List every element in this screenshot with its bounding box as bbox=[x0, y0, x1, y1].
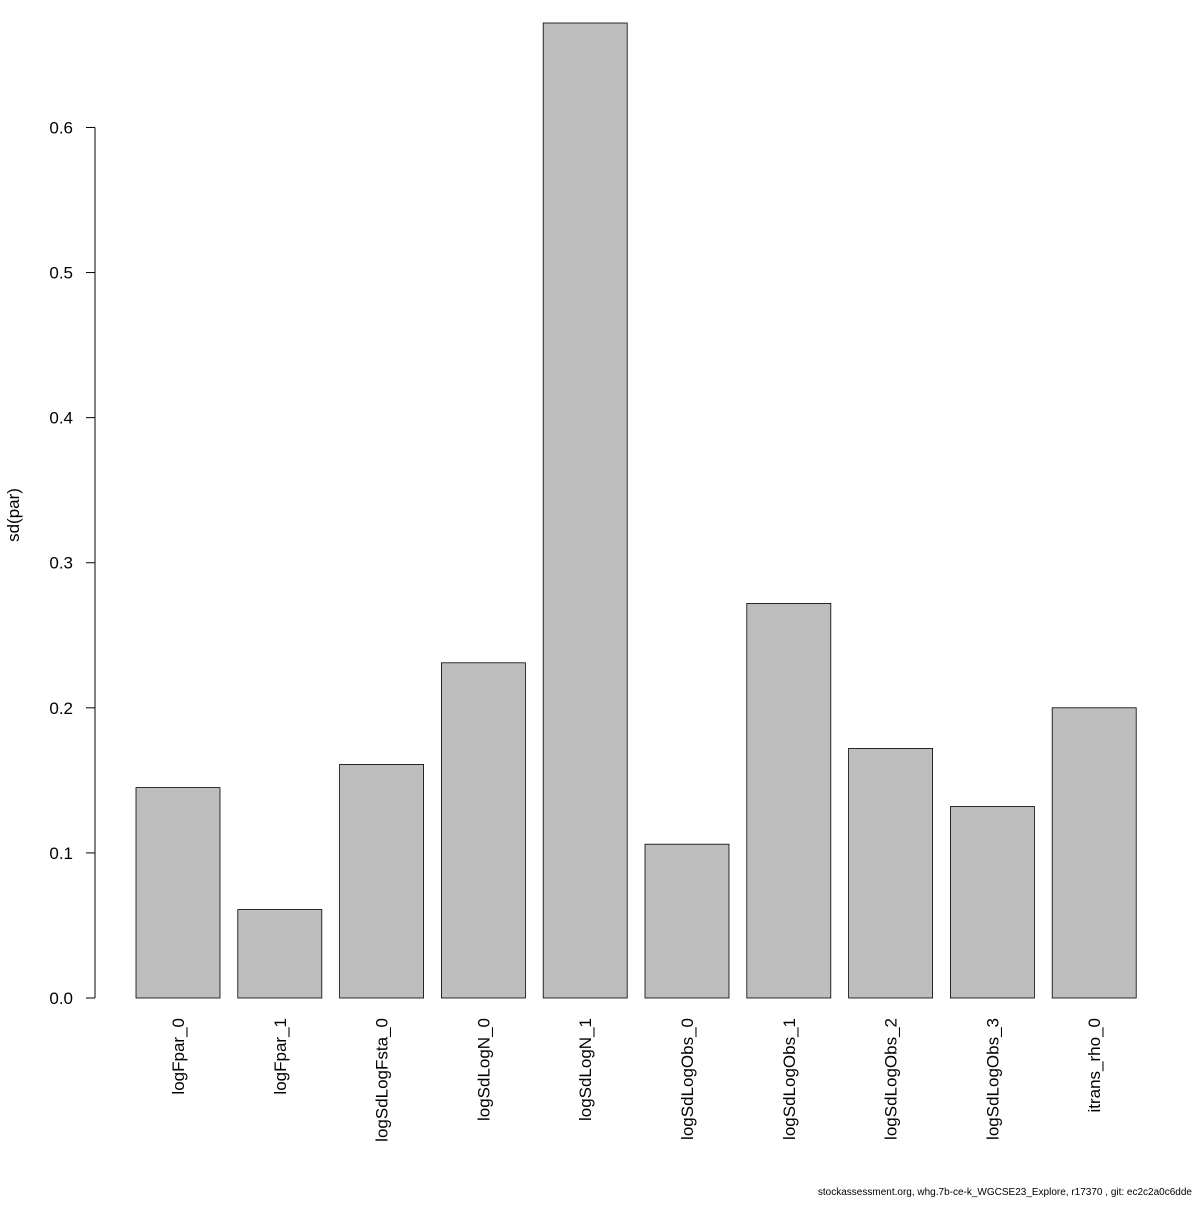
y-tick-label: 0.0 bbox=[49, 989, 73, 1008]
x-tick-label: logFpar_1 bbox=[271, 1018, 290, 1095]
x-tick-label: logFpar_0 bbox=[169, 1018, 188, 1095]
bar-logSdLogObs_3 bbox=[950, 806, 1035, 999]
y-axis-title: sd(par) bbox=[4, 488, 23, 542]
x-tick-labels: logFpar_0 logFpar_1 logSdLogFsta_0 logSdLog… bbox=[169, 1018, 1104, 1142]
y-tick-label: 0.2 bbox=[49, 699, 73, 718]
bar-logFpar_1 bbox=[237, 909, 323, 999]
bar-logSdLogFsta_0 bbox=[339, 764, 425, 999]
x-tick-label: logSdLogN_1 bbox=[576, 1018, 595, 1121]
bar-logSdLogN_0 bbox=[440, 662, 526, 999]
x-tick-label: logSdLogObs_1 bbox=[780, 1018, 799, 1140]
x-tick-label: logSdLogFsta_0 bbox=[373, 1018, 392, 1142]
bar-logSdLogObs_1 bbox=[746, 603, 832, 999]
bars-group bbox=[135, 22, 1137, 999]
bar-logFpar_0 bbox=[135, 787, 221, 999]
y-tick-label: 0.3 bbox=[49, 554, 73, 573]
bar-logSdLogObs_2 bbox=[848, 748, 933, 999]
y-tick-label: 0.1 bbox=[49, 844, 73, 863]
bar-logSdLogObs_0 bbox=[644, 843, 730, 999]
y-tick-label: 0.5 bbox=[49, 264, 73, 283]
bar-logSdLogN_1 bbox=[542, 22, 628, 999]
x-tick-label: itrans_rho_0 bbox=[1085, 1018, 1104, 1113]
y-axis: 0.0 0.1 0.2 0.3 0.4 0.5 0.6 bbox=[49, 118, 96, 1008]
x-tick-label: logSdLogObs_3 bbox=[983, 1018, 1002, 1140]
y-tick-label: 0.4 bbox=[49, 409, 73, 428]
x-tick-label: logSdLogN_0 bbox=[474, 1018, 493, 1121]
y-tick-label: 0.6 bbox=[49, 118, 73, 137]
footer-note: stockassessment.org, whg.7b-ce-k_WGCSE23… bbox=[817, 1187, 1192, 1198]
x-tick-label: logSdLogObs_2 bbox=[882, 1018, 901, 1140]
x-tick-label: logSdLogObs_0 bbox=[678, 1018, 697, 1140]
bar-itrans_rho_0 bbox=[1051, 707, 1137, 999]
